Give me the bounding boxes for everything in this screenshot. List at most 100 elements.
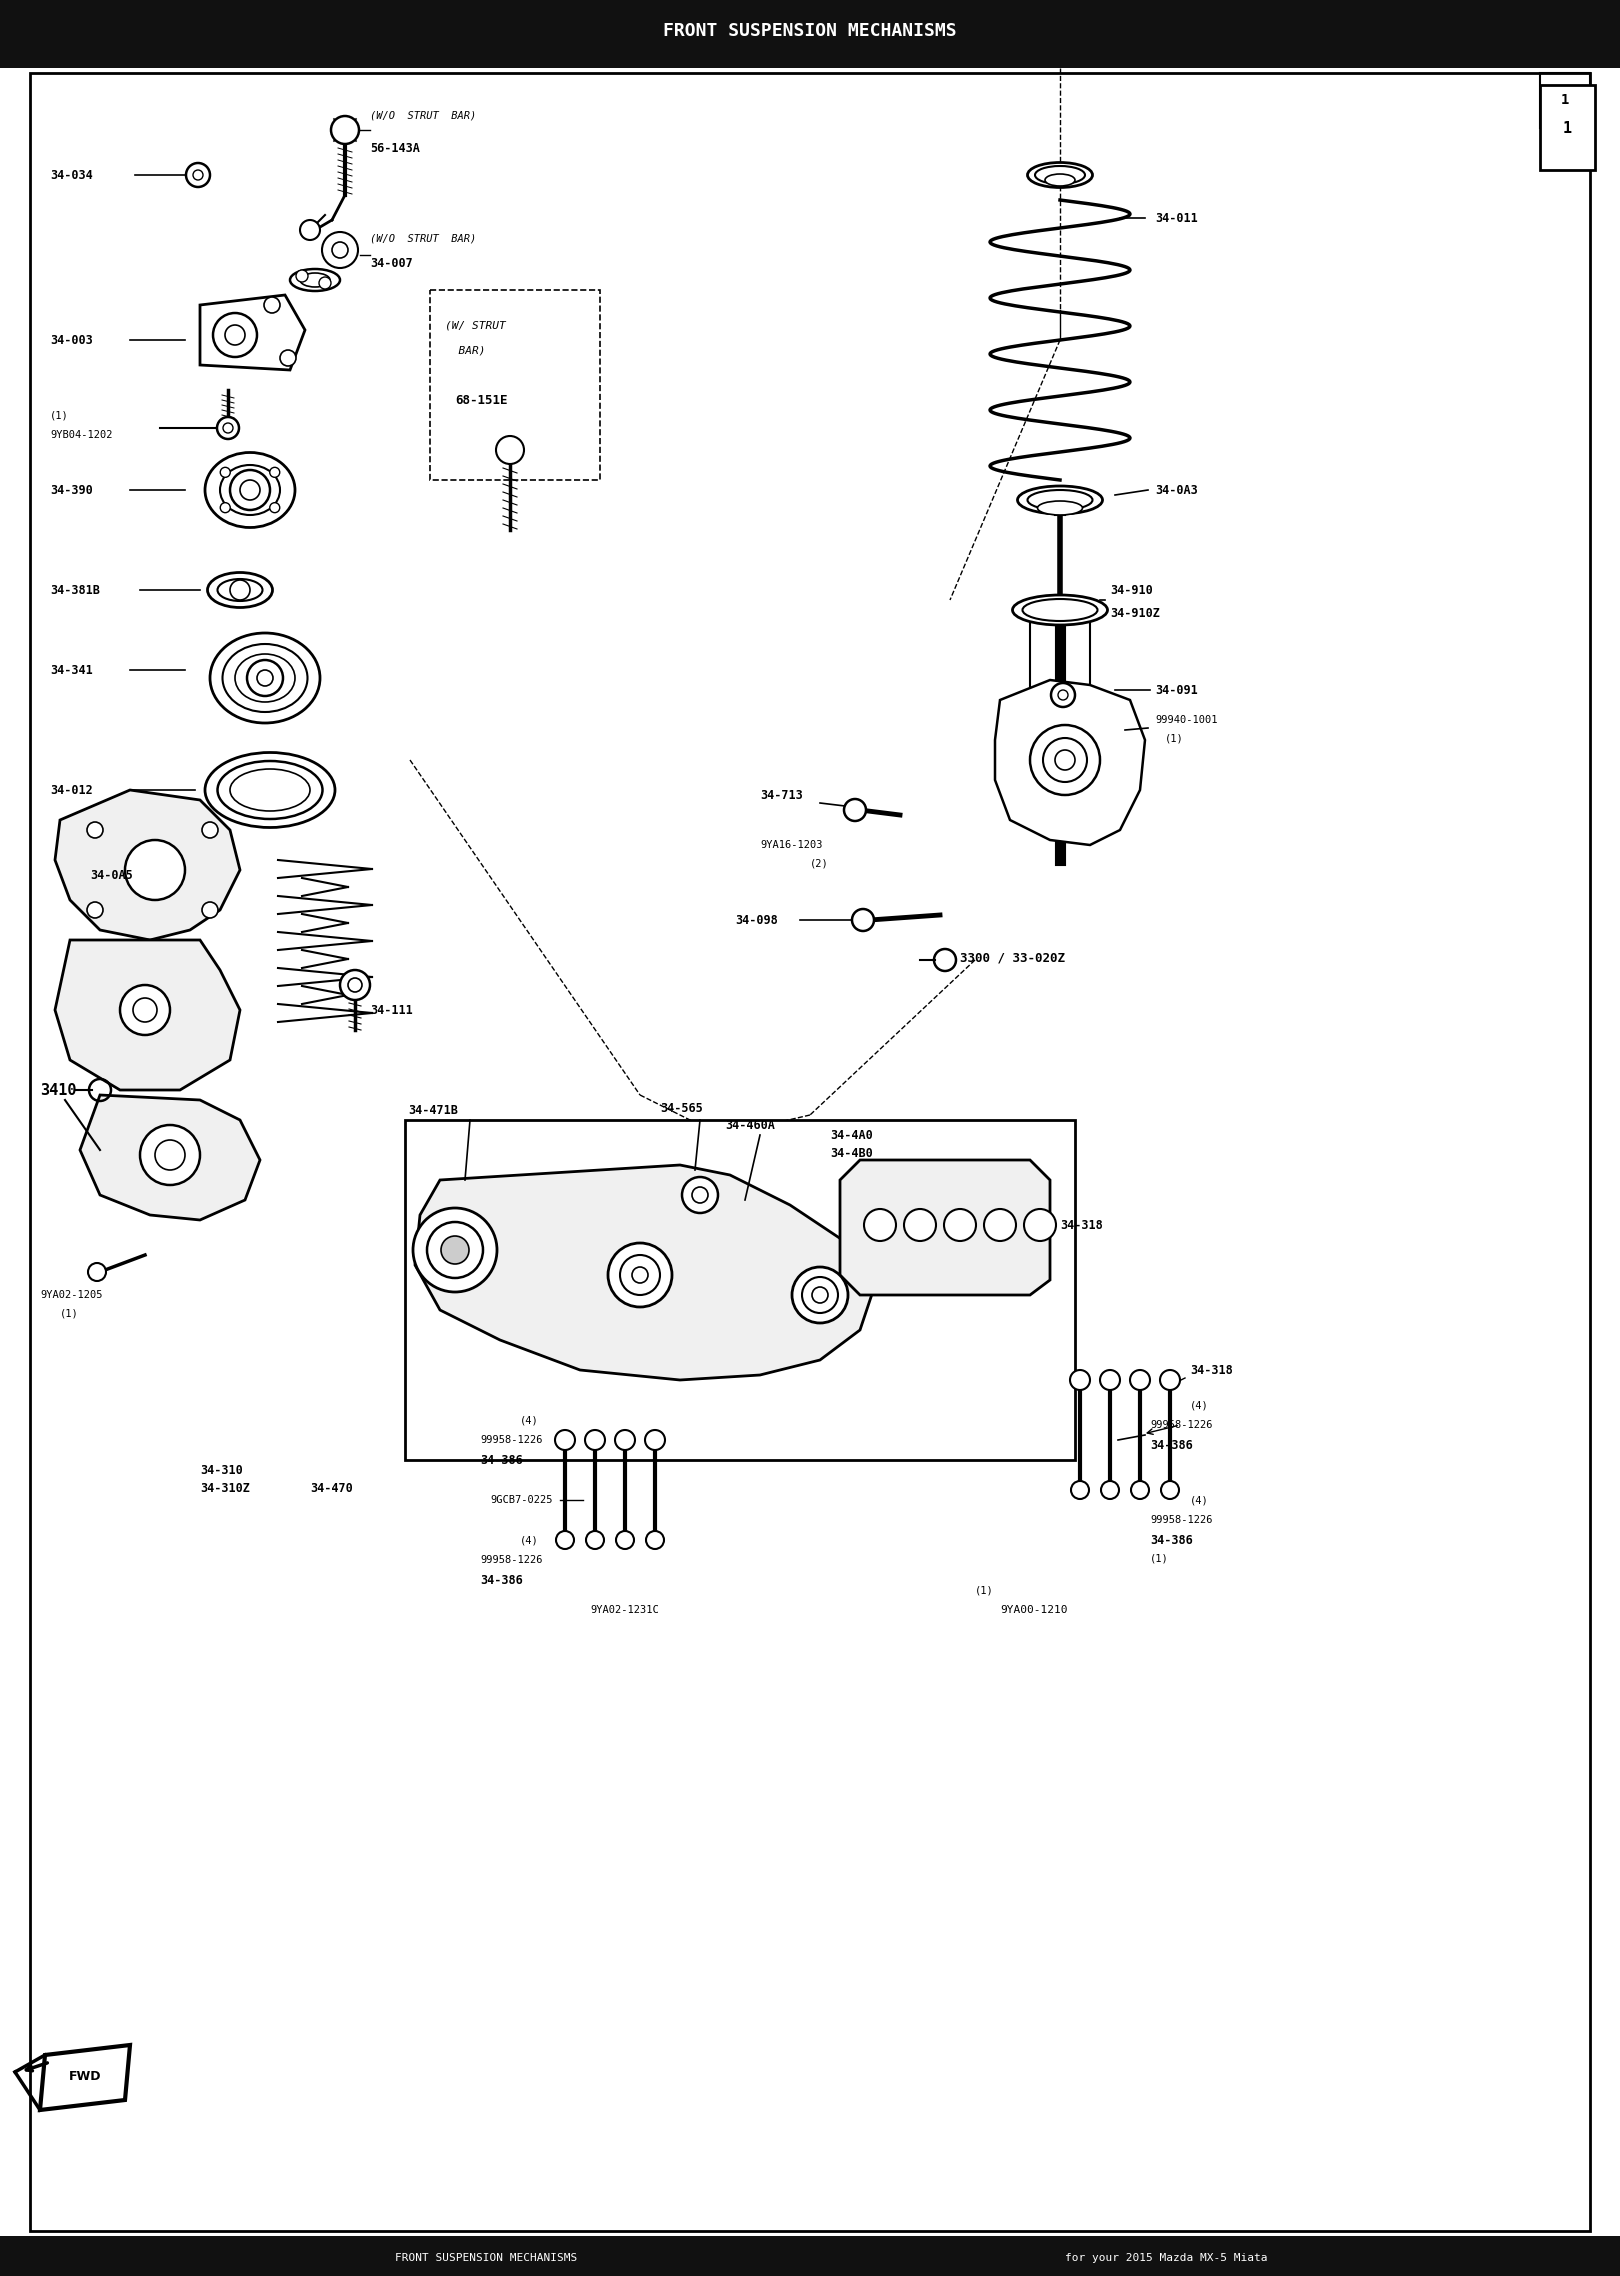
Text: (1): (1): [975, 1584, 993, 1595]
Text: 34-111: 34-111: [369, 1004, 413, 1017]
Circle shape: [682, 1177, 718, 1213]
Text: 56-143A: 56-143A: [369, 141, 420, 155]
Polygon shape: [995, 681, 1145, 844]
Text: 34-007: 34-007: [369, 257, 413, 269]
Text: (W/ STRUT: (W/ STRUT: [446, 321, 505, 330]
Circle shape: [1069, 1370, 1090, 1391]
Text: 99940-1001: 99940-1001: [1155, 715, 1218, 726]
Ellipse shape: [207, 574, 272, 608]
Ellipse shape: [217, 760, 322, 819]
Circle shape: [246, 660, 284, 696]
Circle shape: [608, 1243, 672, 1306]
Circle shape: [202, 901, 219, 917]
Text: 3410: 3410: [40, 1083, 76, 1097]
Text: (4): (4): [1191, 1400, 1209, 1411]
Circle shape: [692, 1188, 708, 1204]
Circle shape: [1071, 1482, 1089, 1500]
Ellipse shape: [220, 464, 280, 514]
Circle shape: [441, 1236, 470, 1263]
Circle shape: [300, 221, 321, 239]
Text: BAR): BAR): [446, 346, 486, 355]
Text: 99958-1226: 99958-1226: [480, 1434, 543, 1445]
Circle shape: [230, 471, 271, 510]
Circle shape: [1160, 1370, 1179, 1391]
Circle shape: [348, 979, 361, 992]
Circle shape: [271, 467, 280, 478]
Ellipse shape: [206, 753, 335, 828]
Ellipse shape: [1022, 599, 1097, 621]
Ellipse shape: [1045, 173, 1076, 187]
Text: FRONT SUSPENSION MECHANISMS: FRONT SUSPENSION MECHANISMS: [395, 2253, 577, 2262]
Text: 99958-1226: 99958-1226: [480, 1555, 543, 1566]
Circle shape: [413, 1209, 497, 1293]
Text: 34-4B0: 34-4B0: [829, 1147, 873, 1158]
Ellipse shape: [1012, 594, 1108, 626]
Circle shape: [332, 241, 348, 257]
Circle shape: [944, 1209, 975, 1240]
Circle shape: [812, 1286, 828, 1302]
Text: 9YA16-1203: 9YA16-1203: [760, 840, 823, 849]
Text: 34-910Z: 34-910Z: [1110, 605, 1160, 619]
Circle shape: [556, 1532, 573, 1550]
Polygon shape: [55, 790, 240, 940]
Text: 34-310: 34-310: [199, 1463, 243, 1477]
Text: 34-012: 34-012: [50, 783, 92, 797]
Text: 34-034: 34-034: [50, 168, 92, 182]
Circle shape: [280, 351, 296, 366]
Circle shape: [1102, 1482, 1119, 1500]
Text: 9YB04-1202: 9YB04-1202: [50, 430, 112, 439]
Bar: [1541, 84, 1596, 171]
Text: 3300 / 33-020Z: 3300 / 33-020Z: [961, 951, 1064, 965]
Circle shape: [632, 1268, 648, 1284]
Circle shape: [1058, 690, 1068, 701]
Text: (4): (4): [520, 1534, 539, 1545]
Text: 34-318: 34-318: [1191, 1363, 1233, 1377]
Text: FRONT SUSPENSION MECHANISMS: FRONT SUSPENSION MECHANISMS: [663, 20, 957, 39]
Circle shape: [802, 1277, 838, 1313]
Text: 99958-1226: 99958-1226: [1150, 1516, 1212, 1525]
Text: 9YA00-1210: 9YA00-1210: [1000, 1605, 1068, 1616]
Text: 34-098: 34-098: [735, 913, 778, 926]
Circle shape: [217, 417, 240, 439]
Text: for your 2015 Mazda MX-5 Miata: for your 2015 Mazda MX-5 Miata: [1064, 2253, 1267, 2262]
Circle shape: [186, 164, 211, 187]
Text: (4): (4): [520, 1416, 539, 1425]
Text: (2): (2): [810, 858, 829, 867]
Ellipse shape: [1017, 487, 1103, 514]
Text: FWD: FWD: [68, 2071, 100, 2083]
Circle shape: [202, 822, 219, 838]
Text: 34-003: 34-003: [50, 335, 92, 346]
Circle shape: [792, 1268, 847, 1322]
Circle shape: [322, 232, 358, 269]
Circle shape: [616, 1429, 635, 1450]
Text: 34-386: 34-386: [480, 1573, 523, 1586]
Text: 34-341: 34-341: [50, 665, 92, 676]
Text: 34-386: 34-386: [1150, 1534, 1192, 1545]
Circle shape: [87, 822, 104, 838]
Circle shape: [1131, 1370, 1150, 1391]
Circle shape: [264, 296, 280, 314]
Bar: [0, 0, 1620, 68]
Text: 34-386: 34-386: [480, 1454, 523, 1466]
Circle shape: [616, 1532, 633, 1550]
Polygon shape: [415, 1165, 875, 1379]
Circle shape: [133, 997, 157, 1022]
Circle shape: [340, 970, 369, 999]
Circle shape: [240, 480, 259, 501]
Circle shape: [212, 314, 258, 357]
Text: 34-0A5: 34-0A5: [91, 869, 133, 881]
Ellipse shape: [1035, 166, 1085, 184]
Circle shape: [319, 278, 330, 289]
Circle shape: [87, 901, 104, 917]
Polygon shape: [55, 940, 240, 1090]
Circle shape: [271, 503, 280, 512]
Polygon shape: [40, 2046, 130, 2110]
Text: 34-310Z: 34-310Z: [199, 1482, 249, 1495]
Circle shape: [225, 325, 245, 346]
Ellipse shape: [1027, 162, 1092, 187]
Text: (1): (1): [1165, 733, 1184, 742]
Circle shape: [156, 1140, 185, 1170]
Text: (4): (4): [1191, 1495, 1209, 1504]
Ellipse shape: [230, 769, 309, 810]
Circle shape: [296, 271, 308, 282]
